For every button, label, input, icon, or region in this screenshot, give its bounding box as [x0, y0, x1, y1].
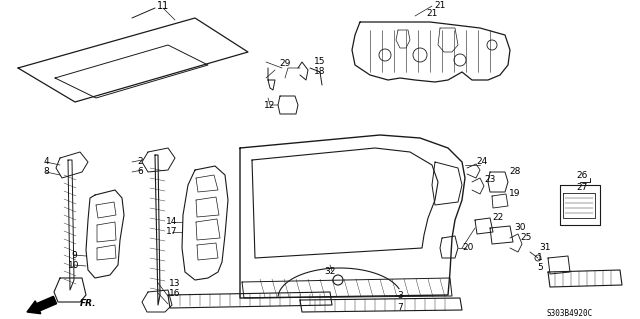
Text: 6: 6	[137, 167, 143, 176]
Text: 13: 13	[169, 278, 180, 287]
Text: 14: 14	[166, 218, 178, 226]
Text: 5: 5	[537, 263, 543, 272]
Text: 22: 22	[492, 213, 504, 222]
Text: 7: 7	[397, 303, 403, 313]
Text: 2: 2	[137, 158, 143, 167]
Text: 1: 1	[537, 254, 543, 263]
Text: 11: 11	[157, 1, 169, 11]
Text: 3: 3	[397, 291, 403, 300]
Text: 17: 17	[166, 227, 178, 236]
Text: 29: 29	[279, 58, 291, 68]
Text: 12: 12	[264, 101, 276, 110]
Text: 19: 19	[509, 189, 521, 198]
Text: 30: 30	[515, 224, 525, 233]
Text: 18: 18	[314, 68, 326, 77]
Text: 21: 21	[435, 2, 445, 11]
Text: 21: 21	[426, 10, 438, 19]
Text: 4: 4	[43, 158, 49, 167]
Text: 16: 16	[169, 288, 180, 298]
Text: 27: 27	[576, 183, 588, 192]
Text: 8: 8	[43, 167, 49, 176]
Text: 20: 20	[462, 243, 474, 253]
FancyArrow shape	[27, 296, 56, 314]
Text: 26: 26	[576, 170, 588, 180]
Text: 9: 9	[71, 250, 77, 259]
Text: 24: 24	[476, 158, 488, 167]
Text: 15: 15	[314, 57, 326, 66]
Text: 25: 25	[520, 234, 532, 242]
Text: 28: 28	[509, 167, 521, 176]
Text: 23: 23	[484, 175, 496, 184]
Text: S303B4920C: S303B4920C	[547, 309, 593, 318]
Text: 31: 31	[540, 243, 551, 253]
Text: 32: 32	[324, 266, 336, 276]
Text: FR.: FR.	[80, 299, 97, 308]
Text: 10: 10	[68, 261, 80, 270]
